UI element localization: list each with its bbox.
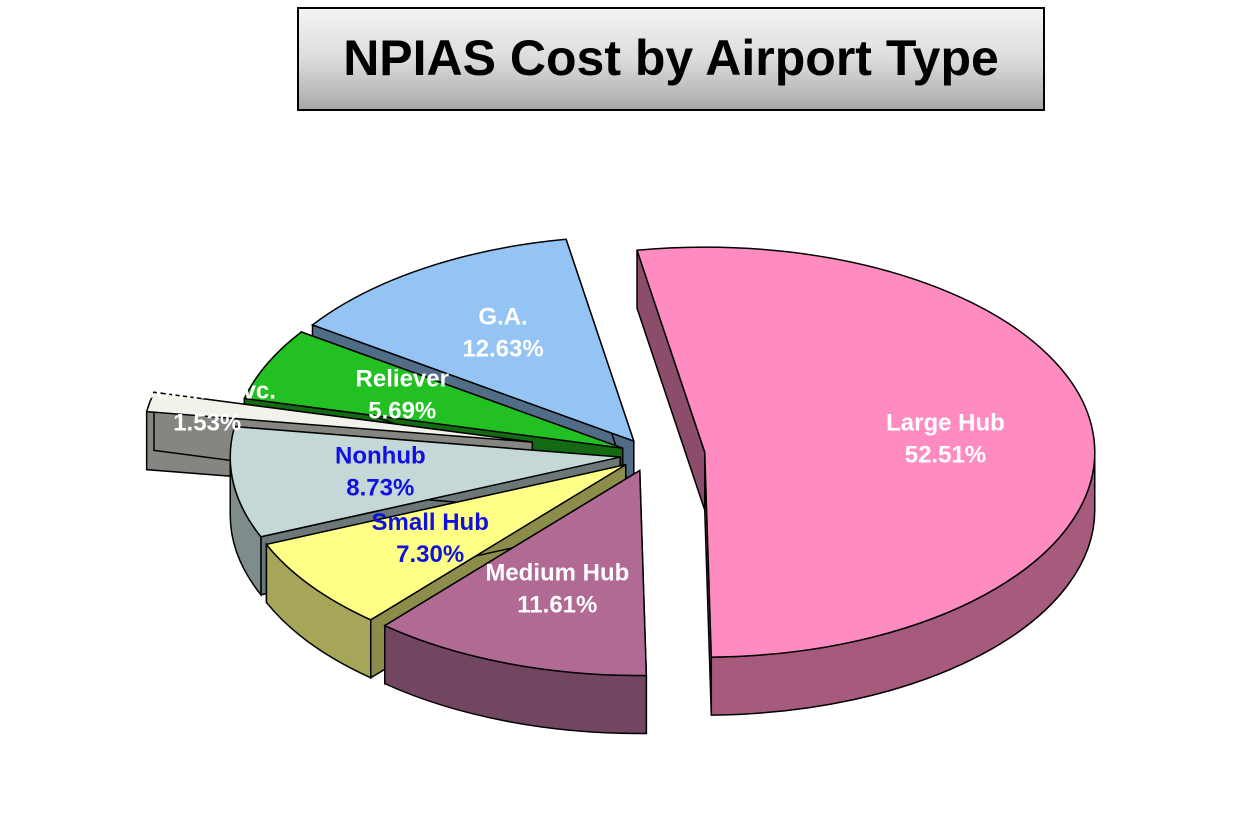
value-label: 52.51% [905, 441, 986, 468]
title-box [297, 7, 1045, 111]
slice [265, 463, 627, 621]
pie [145, 238, 1096, 735]
slice-label: G.A. [478, 304, 527, 331]
slice-label: Comm. Svc. [139, 377, 276, 404]
value-label: 1.53% [173, 409, 241, 436]
slice-label: Large Hub [886, 409, 1005, 436]
value-label: 11.61% [517, 591, 597, 618]
slice [145, 391, 533, 443]
value-label: 12.63% [462, 336, 543, 363]
slice-label: Nonhub [335, 442, 426, 469]
slice [310, 238, 635, 443]
value-label: 8.73% [346, 474, 414, 501]
value-label: 5.69% [368, 397, 436, 424]
slice [243, 331, 623, 449]
labels: Large Hub 52.51% Medium Hub 11.61% Small Hub… [139, 304, 1005, 619]
slice [636, 246, 1096, 658]
slice-label: Reliever [356, 365, 449, 392]
slice [229, 425, 621, 538]
slice-label: Medium Hub [485, 559, 629, 586]
slice [383, 469, 648, 677]
slice-label: Small Hub [372, 509, 489, 536]
value-label: 7.30% [396, 541, 464, 568]
chart-title: NPIAS Cost by Airport Type [343, 30, 999, 86]
